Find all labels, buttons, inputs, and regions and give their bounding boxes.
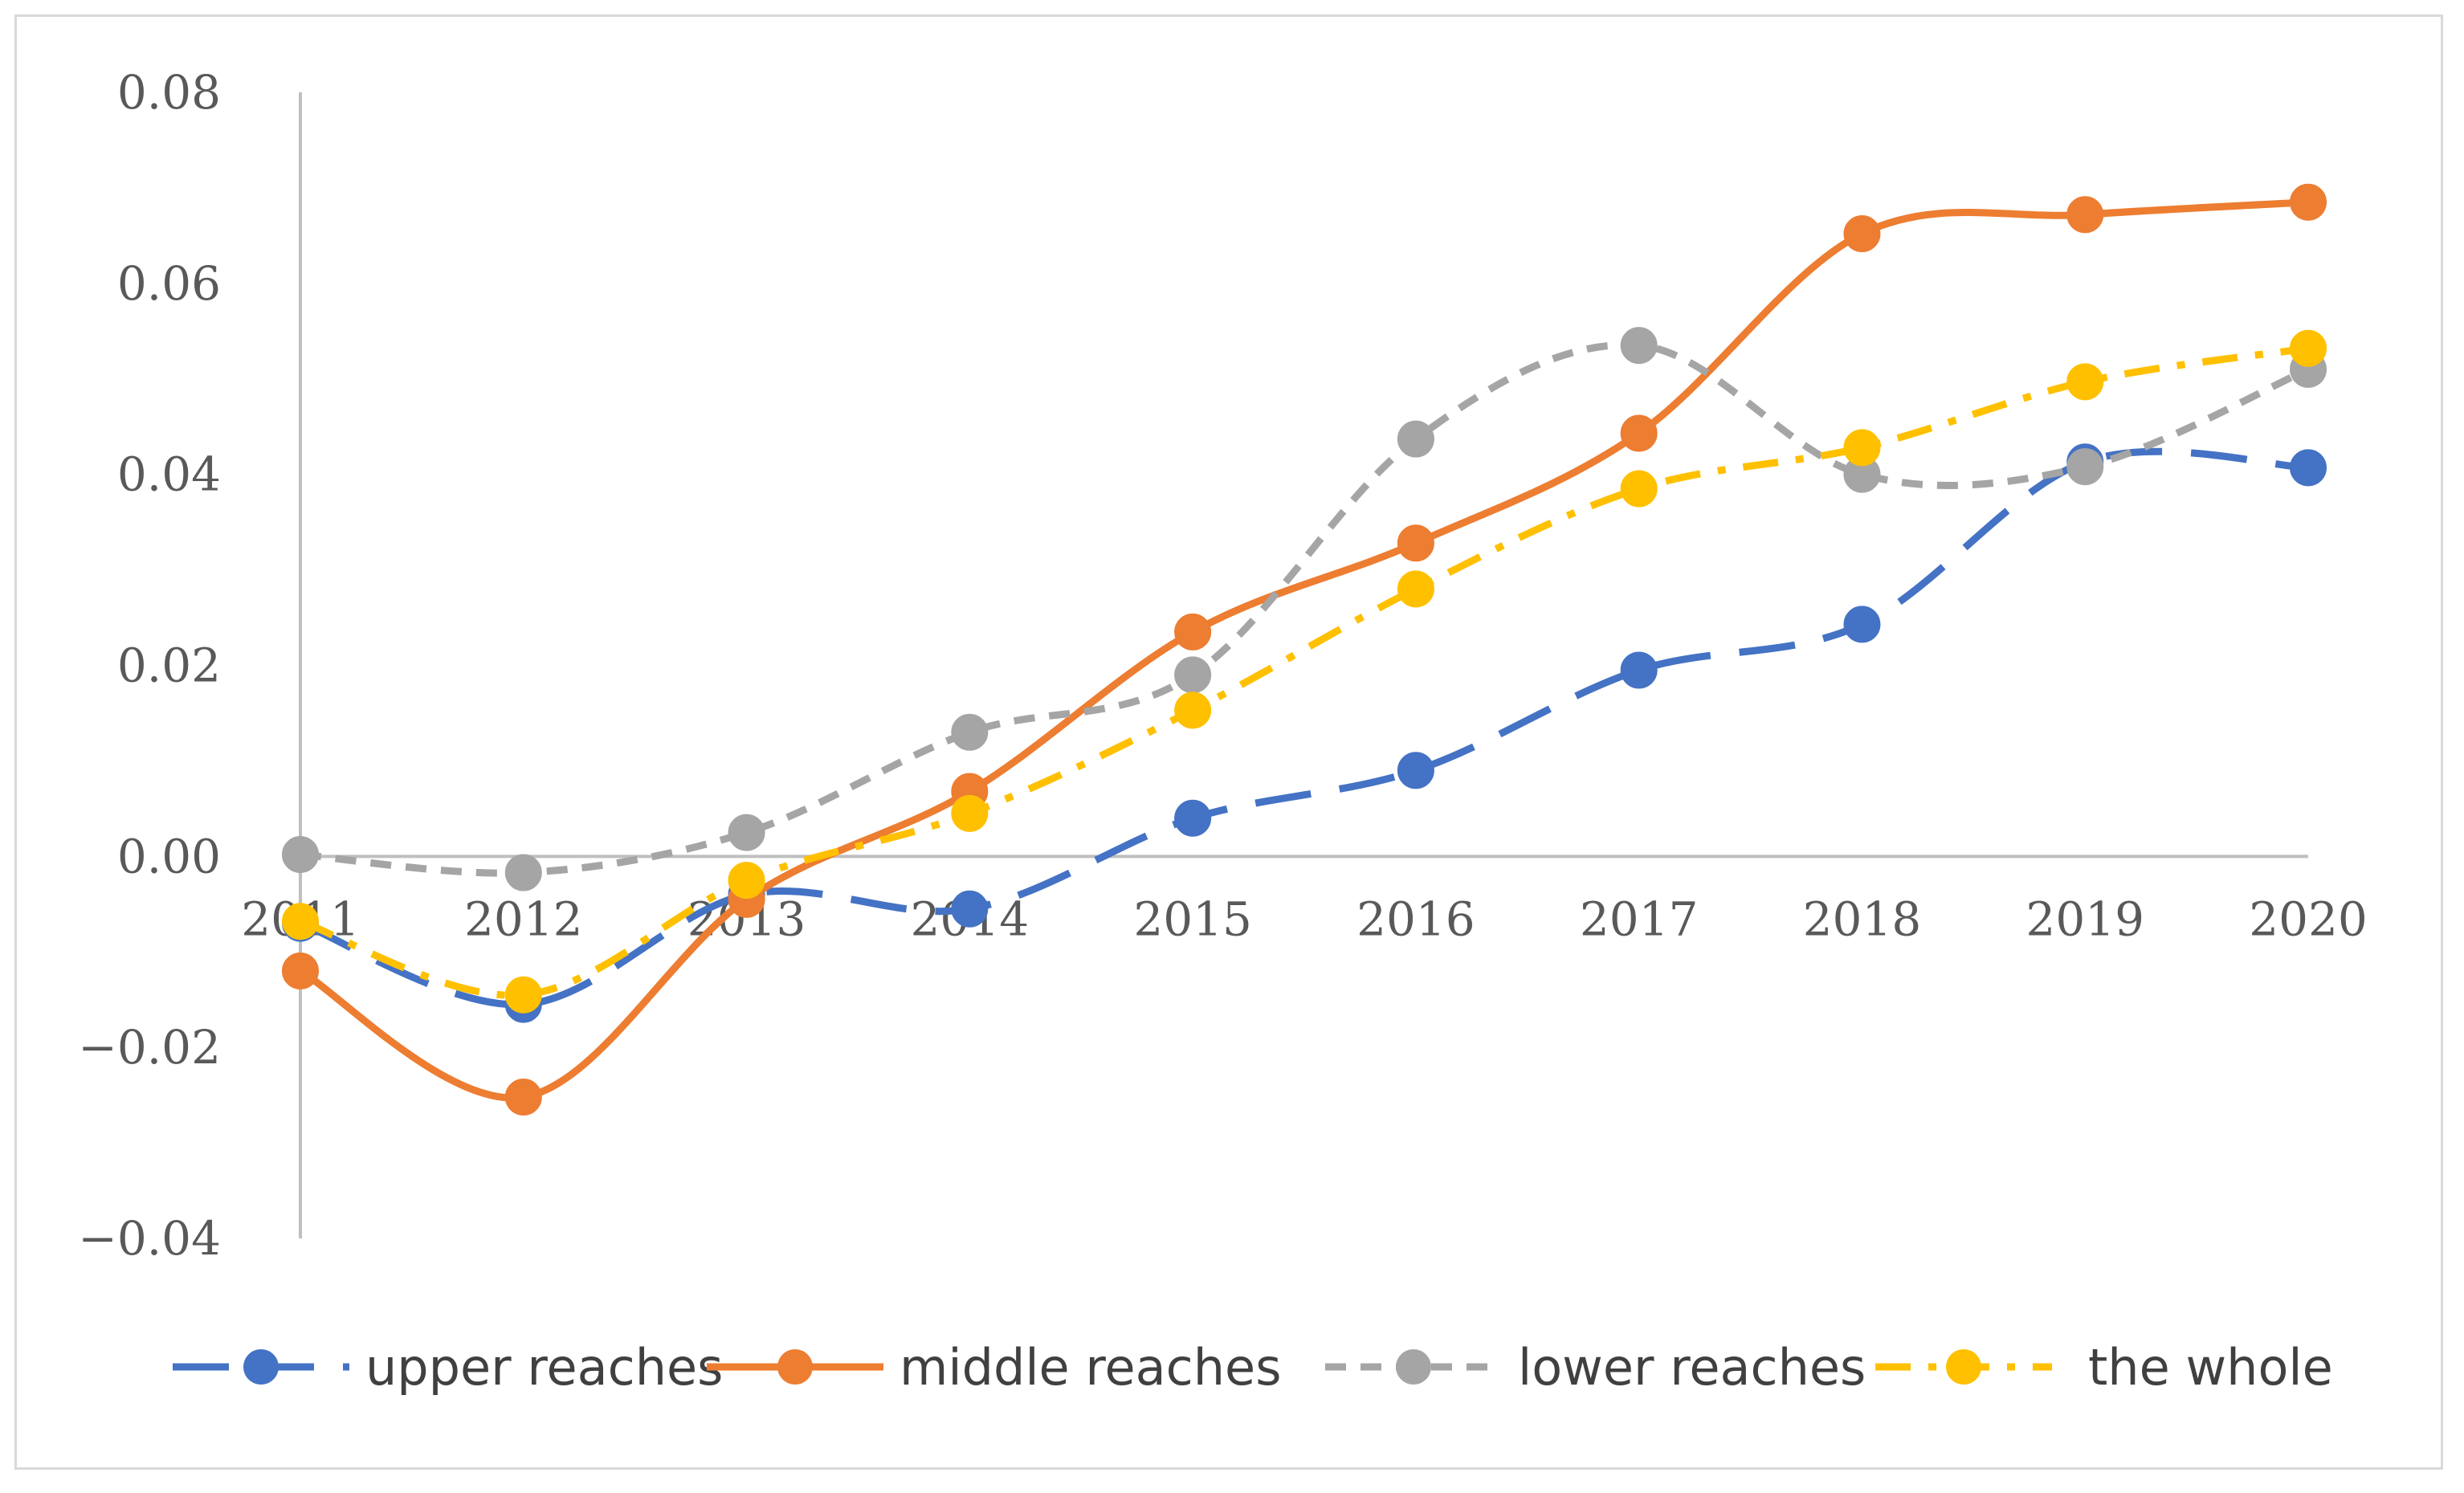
data-point xyxy=(2290,449,2327,487)
series-line xyxy=(300,341,2310,877)
legend-marker xyxy=(777,1349,813,1385)
series-line xyxy=(299,447,2309,1009)
x-tick-label: 2017 xyxy=(1580,891,1699,946)
data-point xyxy=(2290,183,2327,221)
data-point xyxy=(2066,448,2104,486)
data-point xyxy=(282,953,319,990)
x-tick-label: 2019 xyxy=(2025,891,2144,946)
y-tick-label: −0.04 xyxy=(78,1211,221,1266)
x-tick-label: 2012 xyxy=(464,891,583,946)
data-point xyxy=(1397,752,1434,789)
data-point xyxy=(1620,651,1658,689)
data-point xyxy=(728,862,765,899)
data-point xyxy=(282,835,319,873)
series-line xyxy=(296,198,2312,1102)
series-layer xyxy=(282,183,2327,1116)
legend-item: lower reaches xyxy=(1325,1338,1866,1397)
legend-marker xyxy=(1946,1349,1981,1385)
data-point xyxy=(1174,691,1212,729)
data-point xyxy=(1174,799,1212,837)
data-point xyxy=(1397,524,1434,562)
series-line xyxy=(299,345,2309,999)
data-point xyxy=(951,890,989,928)
legend: upper reaches middle reaches lower reaches… xyxy=(173,1338,2333,1397)
legend-item: the whole xyxy=(1875,1338,2333,1397)
data-point xyxy=(1843,606,1881,643)
legend-label: upper reaches xyxy=(365,1338,723,1397)
data-point xyxy=(1174,613,1212,651)
x-tick-label: 2015 xyxy=(1133,891,1252,946)
y-tick-label: 0.08 xyxy=(117,65,221,120)
series-the-whole xyxy=(282,329,2327,1014)
data-point xyxy=(1397,570,1434,608)
y-tick-label: 0.06 xyxy=(117,256,221,311)
data-point xyxy=(282,903,319,940)
data-point xyxy=(1620,470,1658,508)
y-tick-label: 0.00 xyxy=(117,829,221,883)
x-tick-label: 2016 xyxy=(1356,891,1475,946)
data-point xyxy=(504,1079,542,1116)
legend-item: upper reaches xyxy=(173,1338,723,1397)
legend-marker xyxy=(243,1349,279,1385)
data-point xyxy=(951,713,989,751)
x-tick-label: 2020 xyxy=(2249,891,2368,946)
data-point xyxy=(1620,414,1658,452)
y-axis: 0.08 0.06 0.04 0.02 0.00 −0.02 −0.04 xyxy=(78,65,302,1266)
legend-label: the whole xyxy=(2088,1338,2333,1397)
y-tick-label: 0.04 xyxy=(117,447,221,502)
data-point xyxy=(951,794,989,832)
legend-marker xyxy=(1396,1349,1431,1385)
data-point xyxy=(1843,214,1881,252)
series-lower-reaches xyxy=(282,327,2327,891)
legend-label: middle reaches xyxy=(900,1338,1282,1397)
data-point xyxy=(504,854,542,891)
data-point xyxy=(1397,420,1434,458)
series-middle-reaches xyxy=(282,183,2327,1116)
data-point xyxy=(1843,429,1881,467)
y-tick-label: 0.02 xyxy=(117,638,221,693)
legend-label: lower reaches xyxy=(1518,1338,1866,1397)
data-point xyxy=(504,976,542,1014)
data-point xyxy=(728,814,765,851)
legend-item: middle reaches xyxy=(707,1338,1282,1397)
chart-frame xyxy=(14,14,2443,1470)
y-tick-label: −0.02 xyxy=(78,1020,221,1075)
data-point xyxy=(2290,329,2327,367)
data-point xyxy=(1174,656,1212,694)
data-point xyxy=(2066,196,2104,234)
series-upper-reaches xyxy=(282,443,2327,1023)
data-point xyxy=(2066,363,2104,401)
data-point xyxy=(1620,327,1658,365)
x-tick-label: 2018 xyxy=(1803,891,1922,946)
